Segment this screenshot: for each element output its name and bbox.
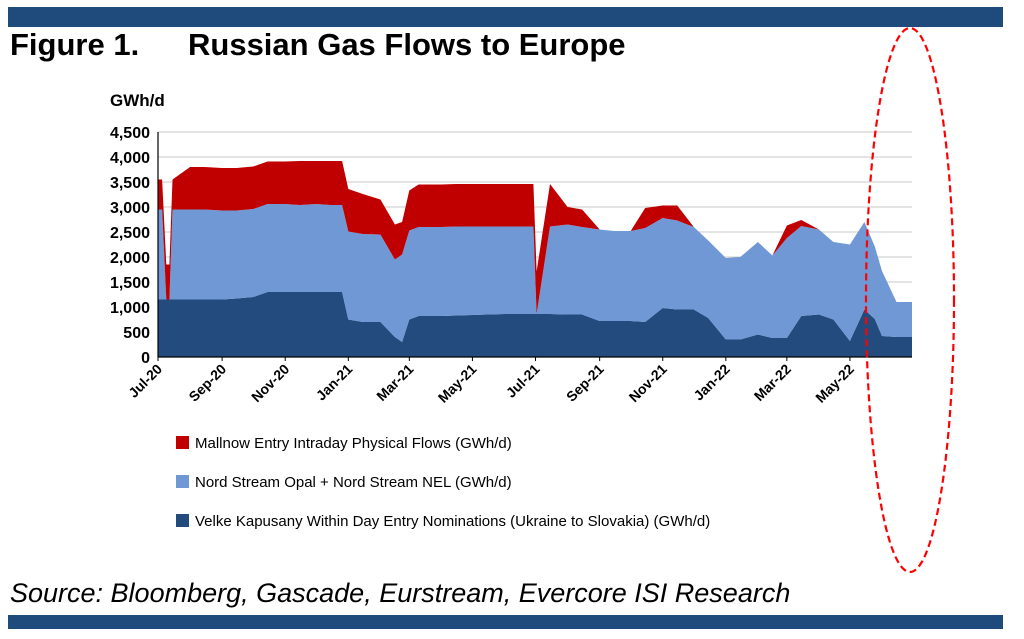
y-tick-label: 1,000 (110, 300, 150, 317)
x-tick-label: Sep-21 (563, 361, 607, 405)
legend: Mallnow Entry Intraday Physical Flows (G… (176, 435, 710, 530)
y-tick-label: 4,500 (110, 125, 150, 142)
x-tick-label: Sep-20 (185, 361, 229, 405)
legend-swatch (176, 475, 189, 488)
stacked-areas (158, 161, 912, 357)
y-tick-label: 1,500 (110, 275, 150, 292)
x-tick-label: Nov-20 (248, 361, 292, 405)
y-tick-label: 500 (123, 325, 150, 342)
x-tick-label: May-22 (812, 361, 857, 406)
bottom-banner-bar (8, 615, 1003, 629)
x-tick-labels: Jul-20 Sep-20 Nov-20 Jan-21 Mar-21 May-21 Jul-… (125, 357, 857, 406)
legend-label: Nord Stream Opal + Nord Stream NEL (GWh/… (195, 474, 512, 491)
x-tick-label: Jan-21 (313, 361, 356, 404)
x-tick-label: Nov-21 (626, 361, 670, 405)
x-tick-label: Jan-22 (690, 361, 733, 404)
legend-swatch (176, 514, 189, 527)
y-axis-unit-label: GWh/d (110, 91, 165, 110)
figure-title: Russian Gas Flows to Europe (188, 27, 626, 62)
y-tick-label: 3,000 (110, 200, 150, 217)
area-series-3 (158, 161, 912, 314)
y-tick-labels: 0 500 1,000 1,500 2,000 2,500 3,000 3,500 4,000 4… (110, 125, 150, 367)
y-tick-label: 4,000 (110, 150, 150, 167)
x-tick-label: Mar-22 (751, 361, 794, 404)
x-tick-label: Mar-21 (373, 361, 416, 404)
legend-label: Mallnow Entry Intraday Physical Flows (G… (195, 435, 512, 452)
chart-canvas: GWh/d 0 500 1,000 1,500 2,000 2,500 3,000 3,500… (110, 26, 956, 574)
top-banner-bar (8, 7, 1003, 27)
x-tick-label: May-21 (435, 361, 480, 406)
figure-number: Figure 1. (10, 27, 140, 62)
axes (157, 132, 912, 358)
y-tick-label: 3,500 (110, 175, 150, 192)
x-tick-label: Jul-21 (503, 361, 543, 401)
legend-swatch (176, 436, 189, 449)
source-note: Source: Bloomberg, Gascade, Eurstream, E… (10, 578, 791, 608)
area-series-2 (158, 204, 912, 342)
area-series-1 (158, 292, 912, 357)
y-tick-label: 0 (141, 350, 150, 367)
legend-label: Velke Kapusany Within Day Entry Nominati… (195, 513, 710, 530)
highlight-ellipse (864, 26, 956, 574)
y-tick-label: 2,500 (110, 225, 150, 242)
y-tick-label: 2,000 (110, 250, 150, 267)
